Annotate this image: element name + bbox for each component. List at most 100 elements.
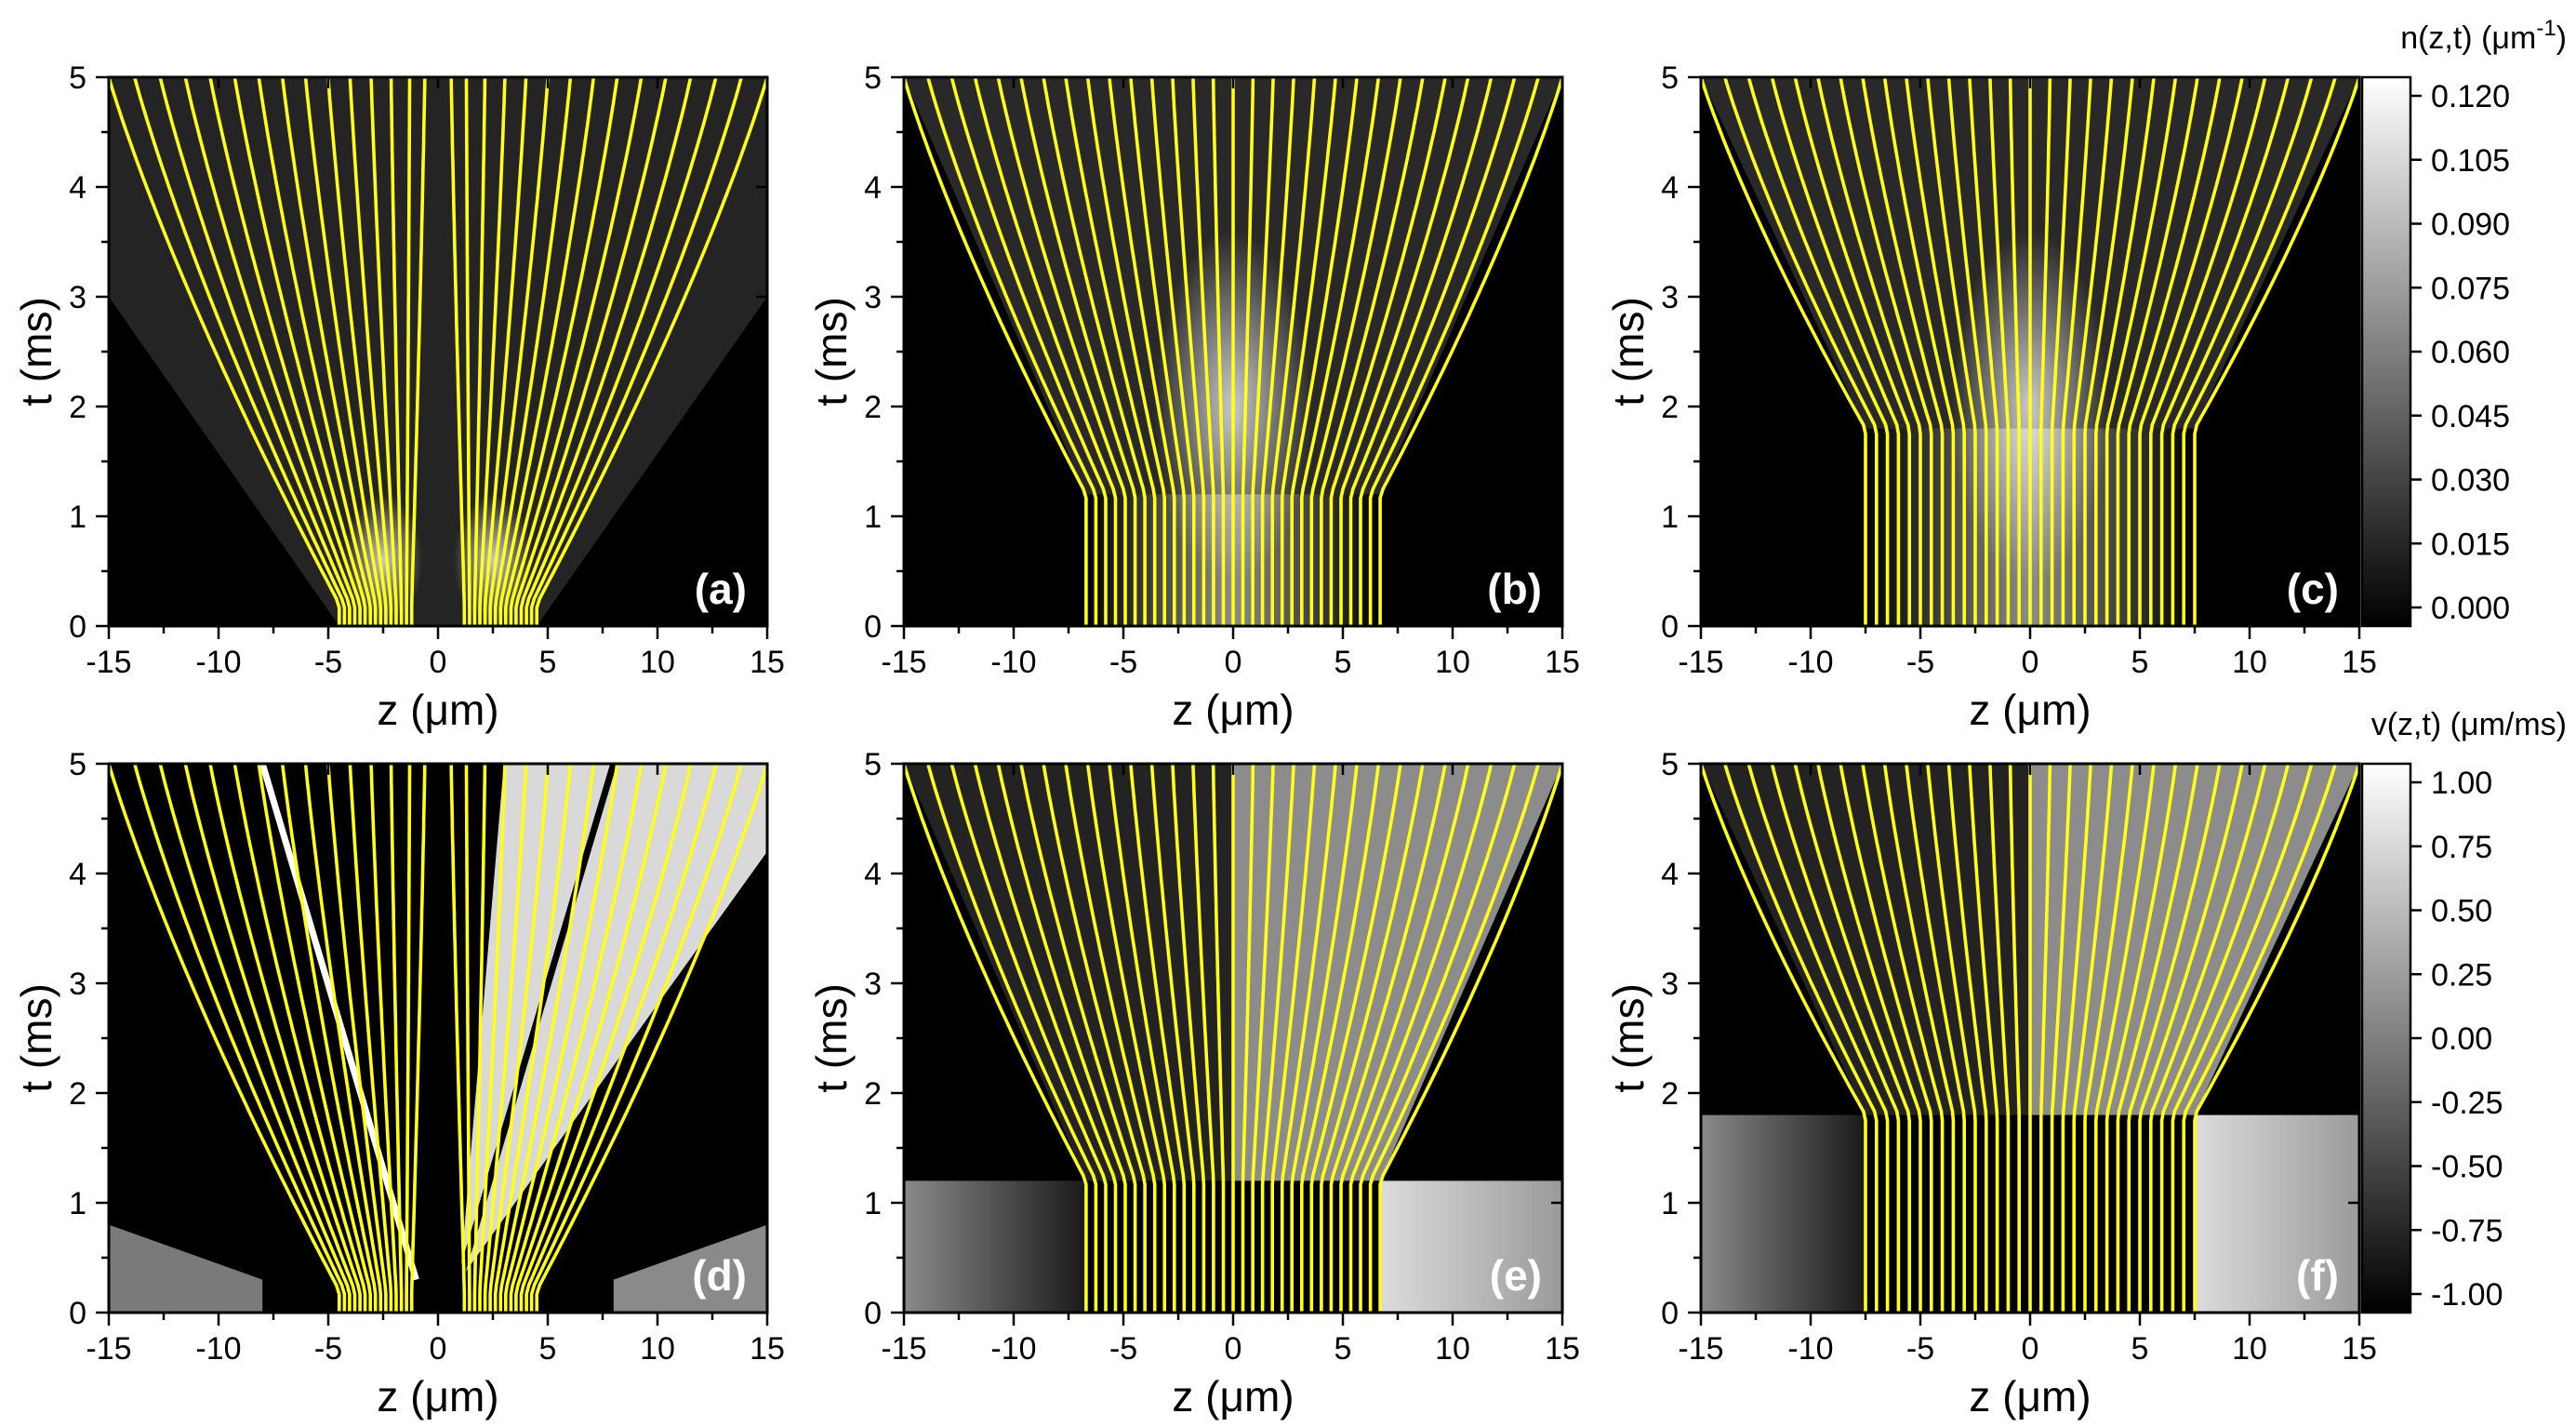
- trajectory-line: [2039, 77, 2052, 626]
- trajectory-line: [509, 764, 644, 1313]
- x-tick-label: 10: [2232, 1331, 2267, 1367]
- trajectory-line: [232, 77, 367, 626]
- x-tick-label: -10: [990, 1331, 1036, 1367]
- x-axis-label: z (μm): [377, 1372, 498, 1420]
- trajectory-line: [405, 764, 412, 1313]
- trajectory-line: [257, 764, 372, 1313]
- trajectory-line: [1251, 764, 1275, 1313]
- y-tick-label: 4: [864, 857, 882, 892]
- trajectory-line: [232, 764, 367, 1313]
- trajectory-line: [2182, 77, 2337, 626]
- x-tick-label: -10: [1787, 1331, 1833, 1367]
- trajectory-line: [280, 77, 378, 626]
- colorbar-tick-label: -0.75: [2431, 1213, 2503, 1248]
- x-axis-label: z (μm): [1172, 686, 1294, 734]
- trajectory-line: [280, 764, 378, 1313]
- x-tick-label: 0: [1225, 645, 1242, 680]
- trajectory-line: [1968, 77, 1999, 626]
- x-tick-label: -15: [1678, 645, 1723, 680]
- trajectory-line: [488, 764, 550, 1313]
- trajectory-line: [109, 764, 341, 1313]
- trajectory-line: [257, 77, 372, 626]
- trajectory-line: [2171, 77, 2314, 626]
- x-tick-label: 15: [1545, 645, 1580, 680]
- trajectory-line: [1211, 77, 1226, 626]
- velocity-left-region: [904, 1180, 1086, 1313]
- density-cone: [109, 77, 767, 626]
- trajectory-line: [2116, 77, 2199, 626]
- trajectory-line: [488, 77, 550, 626]
- trajectory-line: [904, 77, 1088, 626]
- trajectory-line: [2083, 77, 2134, 626]
- trajectory-line: [509, 77, 644, 626]
- x-tick-label: 10: [1435, 645, 1470, 680]
- trajectory-line: [498, 77, 596, 626]
- trajectory-line: [949, 764, 1108, 1313]
- panel-c: -15 -10 -5 0 5 10 15 0 1 2 3 4 5 z (μm) t (ms) (c): [1604, 60, 2377, 734]
- trajectory-line: [449, 764, 467, 1313]
- trajectory-line: [1746, 764, 1890, 1313]
- trajectory-line: [183, 77, 357, 626]
- trajectory-line: [1211, 764, 1226, 1313]
- y-tick-label: 0: [69, 609, 86, 645]
- trajectory-line: [1905, 764, 1966, 1313]
- trajectory-line: [1926, 764, 1977, 1313]
- trajectory-line: [2061, 764, 2092, 1313]
- trajectory-line: [1129, 764, 1187, 1313]
- y-tick-label: 3: [69, 967, 86, 1002]
- trajectory-line: [1348, 764, 1494, 1313]
- trajectory-line: [348, 77, 393, 626]
- trajectory-line: [1339, 764, 1470, 1313]
- trajectories: [1701, 764, 2359, 1313]
- trajectory-line: [133, 764, 347, 1313]
- trajectory-line: [504, 764, 619, 1313]
- trajectory-line: [529, 764, 743, 1313]
- y-axis-label: t (ms): [1604, 983, 1653, 1093]
- colorbar-tick-label: 0.00: [2431, 1021, 2492, 1057]
- trajectory-line: [409, 77, 427, 626]
- trajectory-line: [1770, 77, 1901, 626]
- trajectory-line: [1839, 764, 1933, 1313]
- trajectory-line: [1171, 764, 1206, 1313]
- panel-label: (c): [2287, 565, 2339, 613]
- trajectory-line: [2072, 764, 2114, 1313]
- colorbar-title: n(z,t) (μm-1): [2400, 16, 2567, 56]
- colorbar-title-main: n(z,t) (μm: [2400, 20, 2536, 56]
- trajectory-line: [973, 764, 1118, 1313]
- x-tick-label: -5: [1906, 645, 1934, 680]
- trajectory-line: [2116, 764, 2199, 1313]
- y-tick-label: 4: [864, 170, 882, 206]
- trajectory-line: [1064, 77, 1157, 626]
- x-tick-label: 0: [1225, 1331, 1242, 1367]
- y-tick-label: 5: [1661, 747, 1679, 782]
- trajectory-line: [1368, 77, 1540, 626]
- x-tick-label: -10: [195, 1331, 241, 1367]
- trajectory-line: [1988, 764, 2011, 1313]
- trajectory-line: [514, 77, 668, 626]
- velocity-left-region: [109, 1224, 263, 1313]
- trajectory-line: [472, 764, 487, 1313]
- trajectory-line: [1129, 77, 1187, 626]
- trajectory-line: [529, 77, 743, 626]
- trajectory-line: [369, 764, 398, 1313]
- trajectory-line: [464, 77, 471, 626]
- colorbar-tick-label: 0.060: [2431, 335, 2510, 370]
- y-tick-label: 2: [864, 1076, 882, 1112]
- trajectory-line: [1839, 77, 1933, 626]
- trajectory-line: [2072, 77, 2114, 626]
- y-tick-label: 0: [1661, 1296, 1679, 1331]
- colorbar-title: v(z,t) (μm/ms): [2371, 707, 2567, 742]
- heatmap-field: [904, 764, 1562, 1313]
- trajectory-line: [1149, 77, 1196, 626]
- trajectory-line: [1723, 764, 1879, 1313]
- trajectory-line: [1280, 77, 1337, 626]
- trajectory-line: [405, 77, 412, 626]
- y-tick-label: 3: [69, 280, 86, 315]
- trajectory-line: [1359, 764, 1517, 1313]
- trajectory-line: [524, 764, 718, 1313]
- trajectory-line: [1108, 764, 1176, 1313]
- trajectory-line: [1946, 77, 1988, 626]
- trajectory-line: [1946, 764, 1988, 1313]
- x-tick-label: 15: [1545, 1331, 1580, 1367]
- y-tick-label: 1: [69, 1186, 86, 1221]
